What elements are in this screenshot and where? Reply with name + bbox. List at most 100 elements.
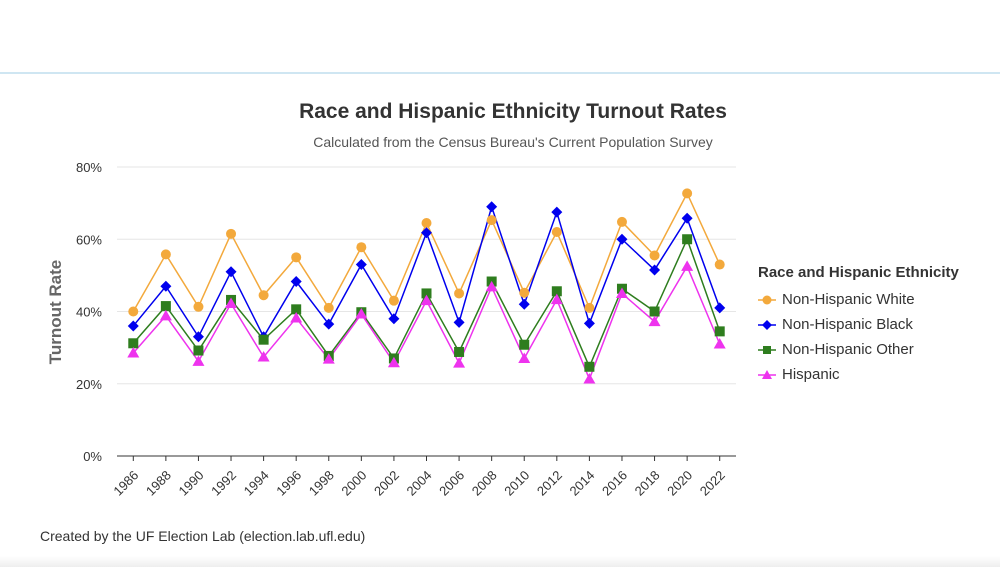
data-point <box>225 297 238 309</box>
data-point <box>648 315 661 327</box>
legend-item[interactable]: Non-Hispanic White <box>758 287 959 312</box>
legend-marker-icon <box>758 295 776 304</box>
data-point <box>388 313 400 325</box>
legend-marker-icon <box>758 369 776 379</box>
data-point <box>550 293 563 305</box>
data-point <box>584 302 595 313</box>
data-point <box>323 302 334 313</box>
x-tick-label: 1992 <box>208 468 239 499</box>
series-line-hispanic <box>132 264 721 382</box>
chart-title: Race and Hispanic Ethnicity Turnout Rate… <box>299 100 727 123</box>
data-point <box>323 318 335 330</box>
x-tick-label: 2020 <box>664 468 695 499</box>
x-tick-label: 2002 <box>371 468 402 499</box>
data-point <box>714 259 725 270</box>
data-point <box>649 306 660 317</box>
legend-item[interactable]: Non-Hispanic Black <box>758 312 959 337</box>
data-point <box>682 234 693 245</box>
data-point <box>388 295 399 306</box>
data-point <box>128 338 139 349</box>
data-point <box>421 227 432 239</box>
data-point <box>257 351 270 362</box>
x-tick-label: 1994 <box>241 468 272 499</box>
data-point <box>192 355 205 366</box>
data-point <box>583 317 595 329</box>
x-tick-label: 1998 <box>306 468 337 499</box>
data-point <box>615 287 628 298</box>
data-point <box>322 353 335 364</box>
data-point <box>551 286 562 297</box>
data-point <box>193 301 204 312</box>
data-point <box>128 306 139 317</box>
data-point <box>454 346 465 357</box>
x-tick-label: 2000 <box>338 468 369 499</box>
data-point <box>290 312 303 323</box>
x-tick-label: 2022 <box>697 468 728 499</box>
data-point <box>649 250 660 261</box>
legend-item[interactable]: Non-Hispanic Other <box>758 337 959 362</box>
data-point <box>291 252 302 263</box>
y-tick-label: 60% <box>76 232 102 247</box>
page-bottom-edge <box>0 556 1000 567</box>
legend-label: Hispanic <box>782 366 840 383</box>
x-tick-label: 2014 <box>566 468 597 499</box>
legend-item[interactable]: Hispanic <box>758 362 959 387</box>
data-point <box>421 217 432 228</box>
data-point <box>714 302 726 314</box>
data-point <box>258 334 269 345</box>
data-point <box>356 242 367 253</box>
data-point <box>420 294 433 306</box>
data-point <box>551 206 563 218</box>
data-point <box>290 276 302 288</box>
y-tick-label: 40% <box>76 305 102 320</box>
data-point <box>714 326 725 337</box>
y-tick-label: 0% <box>83 449 102 464</box>
data-point <box>160 301 171 312</box>
data-point <box>225 266 237 278</box>
x-tick-label: 2006 <box>436 468 467 499</box>
data-point <box>713 338 726 349</box>
data-point <box>160 280 172 292</box>
data-point <box>291 304 302 315</box>
data-point <box>518 298 530 310</box>
data-point <box>681 260 694 271</box>
x-tick-label: 1990 <box>176 468 207 499</box>
data-point <box>616 216 627 227</box>
x-tick-label: 1986 <box>110 468 141 499</box>
y-tick-label: 20% <box>76 377 102 392</box>
data-point <box>387 356 400 368</box>
data-point <box>486 201 498 213</box>
data-point <box>453 316 465 328</box>
legend-label: Non-Hispanic White <box>782 291 915 308</box>
data-point <box>355 259 367 271</box>
header-divider <box>0 72 1000 74</box>
data-point <box>519 287 530 298</box>
data-point <box>127 320 139 332</box>
data-point <box>192 331 204 343</box>
data-point <box>454 288 465 299</box>
data-point <box>551 227 562 238</box>
data-point <box>193 345 204 356</box>
data-point <box>258 290 269 301</box>
data-point <box>682 188 693 199</box>
data-point <box>616 233 628 245</box>
legend-marker-icon <box>758 319 776 330</box>
data-point <box>421 288 432 299</box>
x-tick-label: 2010 <box>501 468 532 499</box>
x-tick-label: 1996 <box>273 468 304 499</box>
x-tick-label: 2016 <box>599 468 630 499</box>
data-point <box>226 228 237 239</box>
x-tick-label: 1988 <box>143 468 174 499</box>
data-point <box>453 357 466 368</box>
data-point <box>355 308 368 319</box>
legend-marker-icon <box>758 345 776 354</box>
data-point <box>485 280 498 292</box>
x-tick-label: 2004 <box>404 468 435 499</box>
legend-label: Non-Hispanic Black <box>782 316 913 333</box>
data-point <box>486 215 497 226</box>
legend-label: Non-Hispanic Other <box>782 341 914 358</box>
data-point <box>159 309 172 321</box>
data-point <box>584 361 595 372</box>
y-tick-label: 80% <box>76 160 102 175</box>
